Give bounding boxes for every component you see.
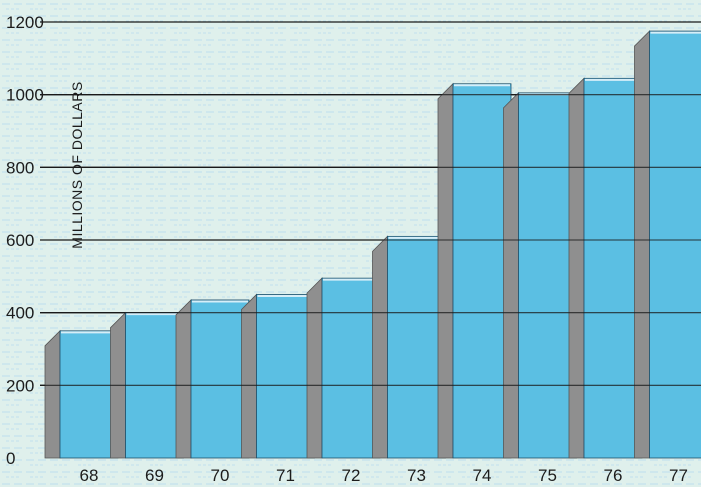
x-tick-label: 74 bbox=[473, 466, 492, 485]
x-tick-label: 69 bbox=[145, 466, 164, 485]
bar-side-face bbox=[44, 329, 61, 459]
x-axis-ticks: 68 69 70 71 72 73 74 75 76 77 bbox=[80, 466, 688, 485]
y-tick-label: 200 bbox=[6, 376, 34, 395]
bar-side-face bbox=[372, 235, 388, 459]
bar-side-face bbox=[437, 82, 454, 459]
bar-side-face bbox=[175, 298, 192, 459]
bar bbox=[437, 82, 512, 459]
bar-side-face bbox=[306, 277, 323, 459]
x-tick-label: 72 bbox=[342, 466, 361, 485]
x-tick-label: 70 bbox=[211, 466, 230, 485]
bar bbox=[44, 329, 119, 459]
x-tick-label: 76 bbox=[604, 466, 623, 485]
bar-front-face bbox=[321, 277, 381, 459]
x-tick-label: 75 bbox=[538, 466, 557, 485]
bar-front-face bbox=[649, 30, 701, 459]
bar-front-face bbox=[59, 330, 119, 459]
bar-front-face bbox=[452, 83, 512, 459]
x-tick-label: 77 bbox=[669, 466, 688, 485]
bar bbox=[634, 30, 701, 459]
y-tick-label: 1000 bbox=[6, 86, 44, 105]
bar bbox=[175, 298, 250, 459]
x-tick-label: 68 bbox=[80, 466, 99, 485]
bars bbox=[44, 30, 701, 459]
bar bbox=[372, 235, 446, 459]
bar-front-face bbox=[190, 299, 250, 459]
y-tick-label: 1200 bbox=[6, 13, 44, 32]
y-tick-label: 800 bbox=[6, 158, 34, 177]
bar-side-face bbox=[568, 77, 585, 459]
y-axis-label: MILLIONS OF DOLLARS bbox=[69, 81, 85, 248]
x-tick-label: 71 bbox=[276, 466, 295, 485]
bar-front-face bbox=[583, 77, 643, 459]
bar-front-face bbox=[518, 92, 577, 459]
bar bbox=[241, 293, 315, 459]
y-tick-label: 0 bbox=[6, 449, 15, 468]
y-axis-ticks: 0 200 400 600 800 1000 1200 bbox=[6, 13, 44, 468]
bar-side-face bbox=[241, 293, 257, 459]
grid-lines-front bbox=[40, 21, 701, 386]
bar-side-face bbox=[503, 91, 519, 459]
y-tick-label: 400 bbox=[6, 304, 34, 323]
bar bbox=[306, 277, 381, 459]
bar bbox=[568, 77, 643, 459]
y-tick-label: 600 bbox=[6, 231, 34, 250]
bar-front-face bbox=[387, 235, 446, 459]
bar bbox=[503, 91, 577, 459]
bar-front-face bbox=[256, 294, 315, 459]
x-tick-label: 73 bbox=[407, 466, 426, 485]
